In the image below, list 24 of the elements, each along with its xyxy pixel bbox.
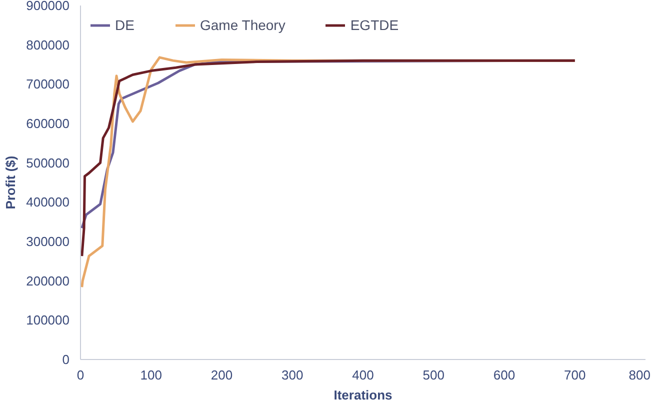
x-tick-label: 100 bbox=[140, 368, 162, 382]
y-axis-title: Profit ($) bbox=[3, 156, 18, 210]
y-tick-label: 0 bbox=[62, 352, 70, 367]
x-tick-label: 600 bbox=[493, 368, 516, 382]
x-tick-label: 200 bbox=[210, 368, 233, 382]
y-tick-label: 200000 bbox=[26, 273, 70, 288]
y-tick-label: 800000 bbox=[26, 37, 70, 52]
legend-label: EGTDE bbox=[350, 17, 399, 33]
y-tick-label: 600000 bbox=[26, 116, 70, 131]
x-tick-label: 800 bbox=[628, 368, 651, 382]
x-tick-label: 300 bbox=[282, 368, 304, 382]
legend-label: DE bbox=[115, 17, 135, 33]
x-tick-label: 0 bbox=[76, 368, 84, 382]
y-tick-label: 300000 bbox=[26, 234, 70, 249]
y-tick-label: 500000 bbox=[26, 155, 70, 170]
x-tick-label: 700 bbox=[564, 368, 586, 382]
x-axis-title: Iterations bbox=[334, 388, 392, 402]
y-tick-label: 400000 bbox=[26, 194, 70, 210]
legend-label: Game Theory bbox=[200, 17, 286, 33]
y-tick-label: 700000 bbox=[26, 76, 70, 92]
x-tick-label: 400 bbox=[352, 368, 374, 382]
y-tick-label: 900000 bbox=[26, 0, 70, 13]
y-tick-label: 100000 bbox=[26, 312, 70, 328]
x-tick-label: 500 bbox=[422, 368, 444, 382]
